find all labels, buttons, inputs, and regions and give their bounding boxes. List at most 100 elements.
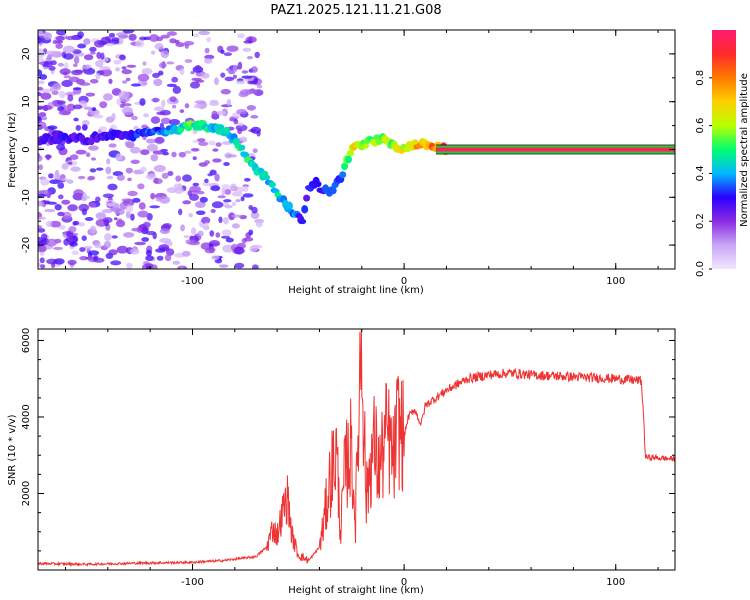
speckle-blob <box>204 47 210 54</box>
speckle-blob <box>220 72 226 78</box>
speckle-blob <box>82 65 91 70</box>
track-blob <box>362 143 370 149</box>
speckle-blob <box>169 96 177 103</box>
speckle-blob <box>203 58 213 64</box>
speckle-blob <box>38 244 47 253</box>
speckle-blob <box>159 196 171 204</box>
speckle-blob <box>38 164 43 171</box>
speckle-blob <box>110 260 122 266</box>
speckle-blob <box>38 228 46 233</box>
speckle-blob <box>146 138 157 144</box>
speckle-blob <box>66 103 76 112</box>
colorbar-tick-label: 0.0 <box>695 261 706 277</box>
speckle-blob <box>119 201 128 210</box>
speckle-blob <box>38 225 42 229</box>
speckle-blob <box>188 213 193 218</box>
speckle-blob <box>117 218 123 225</box>
speckle-blob <box>58 90 66 99</box>
speckle-blob <box>57 211 65 217</box>
speckle-blob <box>247 80 258 85</box>
speckle-blob <box>169 38 177 44</box>
speckle-blob <box>72 87 82 91</box>
speckle-blob <box>156 255 164 261</box>
speckle-blob <box>63 53 74 60</box>
speckle-blob <box>67 204 78 212</box>
track-blob <box>314 181 322 188</box>
speckle-blob <box>67 94 74 102</box>
speckle-blob <box>159 122 164 129</box>
speckle-blob <box>116 245 129 254</box>
speckle-blob <box>246 56 253 60</box>
speckle-blob <box>50 85 56 93</box>
speckle-blob <box>237 61 243 70</box>
snr-panel: -100 0 100 2000 4000 6000 Height of straight… <box>7 328 676 596</box>
speckle-blob <box>252 264 259 269</box>
speckle-blob <box>172 104 177 109</box>
speckle-blob <box>39 257 45 264</box>
snr-series-line <box>38 329 675 567</box>
speckle-blob <box>75 149 87 155</box>
speckle-blob <box>154 136 165 144</box>
speckle-blob <box>198 30 211 36</box>
speckle-blob <box>111 235 118 239</box>
speckle-blob <box>235 80 246 85</box>
speckle-blob <box>190 148 200 152</box>
speckle-blob <box>251 206 258 214</box>
speckle-blob <box>96 167 104 171</box>
speckle-blob <box>220 49 225 55</box>
speckle-blob <box>224 204 233 209</box>
speckle-blob <box>74 69 84 74</box>
speckle-blob <box>38 112 47 118</box>
speckle-blob <box>95 196 101 203</box>
speckle-blob <box>93 114 104 119</box>
track-blob <box>238 144 246 151</box>
speckle-blob <box>46 154 51 161</box>
speckle-blob <box>46 258 58 265</box>
speckle-blob <box>58 110 71 116</box>
speckle-blob <box>217 195 226 199</box>
speckle-blob <box>38 57 45 63</box>
speckle-blob <box>68 76 80 83</box>
speckle-blob <box>153 106 165 112</box>
speckle-blob <box>38 236 44 244</box>
speckle-blob <box>49 220 62 228</box>
speckle-blob <box>47 125 58 130</box>
speckle-blob <box>246 105 256 111</box>
speckle-blob <box>46 238 58 247</box>
speckle-blob <box>211 201 224 209</box>
x-tick-label: 100 <box>606 577 625 588</box>
speckle-blob <box>214 77 219 86</box>
speckle-blob <box>229 185 238 192</box>
speckle-blob <box>58 225 66 230</box>
speckle-blob <box>184 59 193 63</box>
speckle-blob <box>153 78 163 87</box>
speckle-blob <box>108 32 116 38</box>
speckle-blob <box>184 43 189 49</box>
track-blob <box>303 194 311 202</box>
speckle-blob <box>105 43 115 47</box>
speckle-blob <box>106 158 111 165</box>
speckle-blob <box>138 202 146 210</box>
speckle-blob <box>182 200 192 205</box>
speckle-blob <box>158 244 170 251</box>
speckle-blob <box>243 186 249 192</box>
speckle-blob <box>63 75 71 79</box>
speckle-blob <box>225 154 237 158</box>
speckle-blob <box>179 109 185 113</box>
speckle-blob <box>108 78 113 85</box>
speckle-blob <box>81 197 87 202</box>
speckle-blob <box>152 150 165 155</box>
speckle-blob <box>99 66 111 71</box>
speckle-blob <box>91 107 97 112</box>
speckle-blob <box>73 56 80 65</box>
speckle-blob <box>44 208 56 213</box>
speckle-blob <box>150 50 156 55</box>
speckle-blob <box>252 148 258 154</box>
speckle-blob <box>122 107 133 115</box>
speckle-blob <box>204 178 209 183</box>
speckle-blob <box>226 99 232 107</box>
x-tick-label: 0 <box>401 276 407 287</box>
speckle-blob <box>221 184 231 190</box>
speckle-blob <box>38 116 43 123</box>
